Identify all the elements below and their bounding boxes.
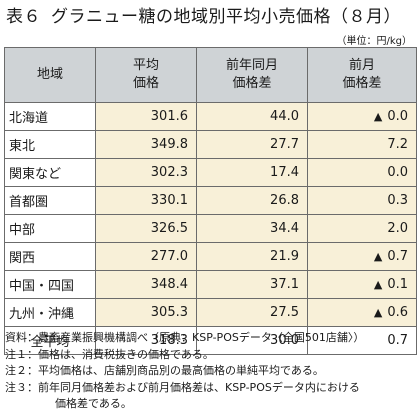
price-table: 地域 平均 価格 前年同月 価格差 前月 価格差 北海道 301.6 44.0 ▲ 0.… <box>4 47 417 355</box>
total-mom: 0.7 <box>307 326 417 355</box>
price-cell: 330.1 <box>95 186 197 215</box>
mom-value: 0.7 <box>387 249 408 264</box>
table-title-text: グラニュー糖の地域別平均小売価格（８月） <box>51 7 401 27</box>
note-text: 前年同月価格差および前月価格差は、KSP-POSデータ内における <box>38 380 360 394</box>
decrease-triangle-icon: ▲ <box>373 110 383 123</box>
mom-value: 0.3 <box>387 193 408 208</box>
note-label: 注２： <box>5 364 38 377</box>
header-region: 地域 <box>4 47 96 103</box>
table-row: 東北 349.8 27.7 7.2 <box>4 130 417 159</box>
region-cell: 東北 <box>4 130 96 159</box>
mom-value: 2.0 <box>387 221 408 236</box>
yoy-cell: 17.4 <box>196 158 308 187</box>
decrease-triangle-icon: ▲ <box>373 306 383 319</box>
region-cell: 関西 <box>4 242 96 271</box>
mom-cell: ▲ 0.7 <box>307 242 417 271</box>
yoy-cell: 27.7 <box>196 130 308 159</box>
header-row: 地域 平均 価格 前年同月 価格差 前月 価格差 <box>4 47 417 103</box>
header-mom: 前月 価格差 <box>307 47 417 103</box>
header-price: 平均 価格 <box>95 47 197 103</box>
note-text: 農畜産業振興機構調べ（原典：KSP-POSデータ〈全国501店舗〉） <box>38 331 365 344</box>
table-title: 表６ グラニュー糖の地域別平均小売価格（８月） <box>6 2 416 27</box>
price-cell: 348.4 <box>95 270 197 299</box>
price-cell: 277.0 <box>95 242 197 271</box>
header-yoy: 前年同月 価格差 <box>196 47 308 103</box>
note-line: 注１： 価格は、消費税抜きの価格である。 <box>5 347 417 364</box>
header-yoy-line1: 前年同月 <box>225 58 278 73</box>
price-cell: 305.3 <box>95 298 197 327</box>
total-yoy: 30.0 <box>196 326 308 355</box>
mom-cell: 0.0 <box>307 158 417 187</box>
notes: 資料： 農畜産業振興機構調べ（原典：KSP-POSデータ〈全国501店舗〉） 注１：… <box>5 330 417 413</box>
table-row: 中国・四国 348.4 37.1 ▲ 0.1 <box>4 270 417 299</box>
mom-cell: ▲ 0.6 <box>307 298 417 327</box>
mom-value: 0.0 <box>387 165 408 180</box>
header-mom-line2: 価格差 <box>342 76 382 91</box>
mom-cell: ▲ 0.1 <box>307 270 417 299</box>
header-price-line2: 価格 <box>132 76 159 91</box>
region-cell: 九州・沖縄 <box>4 298 96 327</box>
region-cell: 関東など <box>4 158 96 187</box>
yoy-cell: 27.5 <box>196 298 308 327</box>
decrease-triangle-icon: ▲ <box>373 278 383 291</box>
unit-label: （単位：円/kg） <box>336 36 412 47</box>
mom-cell: 7.2 <box>307 130 417 159</box>
note-text: 価格は、消費税抜きの価格である。 <box>38 347 214 361</box>
header-yoy-line2: 価格差 <box>232 76 272 91</box>
price-cell: 326.5 <box>95 214 197 243</box>
header-mom-line1: 前月 <box>348 58 375 73</box>
note-continuation: 価格差である。 <box>55 397 132 410</box>
mom-value: 0.1 <box>387 277 408 292</box>
price-cell: 301.6 <box>95 102 197 131</box>
note-line: 注２： 平均価格は、店舗別商品別の最高価格の単純平均である。 <box>5 363 417 380</box>
yoy-cell: 34.4 <box>196 214 308 243</box>
mom-cell: 2.0 <box>307 214 417 243</box>
yoy-cell: 26.8 <box>196 186 308 215</box>
yoy-cell: 37.1 <box>196 270 308 299</box>
price-cell: 302.3 <box>95 158 197 187</box>
total-row: 全平均 318.3 30.0 0.7 <box>4 326 417 355</box>
decrease-triangle-icon: ▲ <box>373 250 383 263</box>
total-region: 全平均 <box>4 326 96 355</box>
mom-value: 0.0 <box>387 109 408 124</box>
note-text: 平均価格は、店舗別商品別の最高価格の単純平均である。 <box>38 364 324 377</box>
table-row: 中部 326.5 34.4 2.0 <box>4 214 417 243</box>
table-row: 九州・沖縄 305.3 27.5 ▲ 0.6 <box>4 298 417 327</box>
region-cell: 中部 <box>4 214 96 243</box>
table-row: 関西 277.0 21.9 ▲ 0.7 <box>4 242 417 271</box>
table-number: 表６ <box>6 7 41 27</box>
note-label: 注１： <box>5 347 38 361</box>
table-row: 関東など 302.3 17.4 0.0 <box>4 158 417 187</box>
mom-value: 7.2 <box>387 137 408 152</box>
yoy-cell: 44.0 <box>196 102 308 131</box>
price-cell: 349.8 <box>95 130 197 159</box>
table-row: 北海道 301.6 44.0 ▲ 0.0 <box>4 102 417 131</box>
note-label: 注３： <box>5 380 38 394</box>
mom-cell: ▲ 0.0 <box>307 102 417 131</box>
mom-value: 0.6 <box>387 305 408 320</box>
mom-cell: 0.3 <box>307 186 417 215</box>
yoy-cell: 21.9 <box>196 242 308 271</box>
region-cell: 中国・四国 <box>4 270 96 299</box>
note-label: 資料： <box>5 331 38 344</box>
region-cell: 北海道 <box>4 102 96 131</box>
note-line: 資料： 農畜産業振興機構調べ（原典：KSP-POSデータ〈全国501店舗〉） <box>5 330 417 347</box>
table-row: 首都圏 330.1 26.8 0.3 <box>4 186 417 215</box>
note-line: 注３： 前年同月価格差および前月価格差は、KSP-POSデータ内における <box>5 380 417 397</box>
region-cell: 首都圏 <box>4 186 96 215</box>
header-price-line1: 平均 <box>132 58 159 73</box>
